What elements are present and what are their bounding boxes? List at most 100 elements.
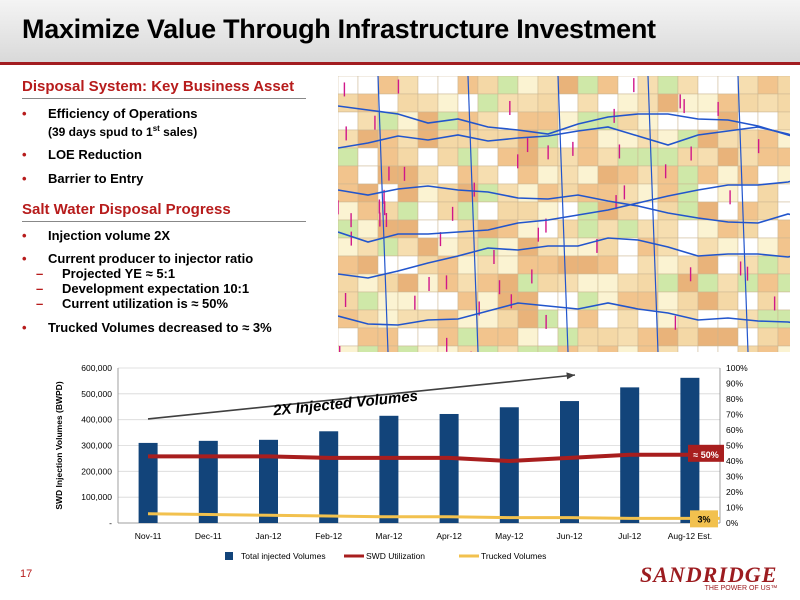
dash-icon: – (36, 266, 44, 281)
sub-bullet-item: – Projected YE ≈ 5:1 (22, 266, 322, 281)
map-section (637, 219, 659, 239)
map-section (737, 201, 759, 221)
map-section (617, 327, 639, 347)
map-section (477, 76, 499, 95)
map-section (357, 219, 379, 239)
map-section (537, 219, 559, 239)
map-section (697, 273, 719, 293)
map-section (417, 165, 439, 185)
disposal-bullet-list: • Efficiency of Operations (39 days spud… (22, 106, 322, 186)
map-section (417, 345, 439, 352)
map-section (697, 147, 719, 167)
map-section (657, 183, 679, 203)
map-image (338, 76, 790, 352)
map-section (397, 219, 419, 239)
bullet-item: • LOE Reduction (22, 147, 322, 162)
map-section (338, 291, 359, 311)
bullet-text: Injection volume 2X (48, 228, 171, 243)
legend-label: Trucked Volumes (481, 551, 546, 561)
map-section (577, 327, 599, 347)
map-section (617, 165, 639, 185)
y2-tick-label: 20% (726, 487, 743, 497)
map-section (717, 93, 739, 113)
map-section (577, 165, 599, 185)
map-section (338, 255, 359, 275)
map-section (338, 111, 359, 131)
bar (439, 413, 459, 523)
map-section (757, 255, 779, 275)
x-tick-label: Aug-12 Est. (668, 531, 712, 541)
map-section (477, 255, 499, 275)
map-section (497, 309, 519, 329)
map-section (357, 201, 379, 221)
section-divider (22, 221, 306, 222)
map-section (338, 327, 359, 347)
map-section (417, 93, 439, 113)
map-section (617, 255, 639, 275)
map-section (537, 327, 559, 347)
map-section (457, 345, 479, 352)
map-section (497, 219, 519, 239)
map-section (597, 219, 619, 239)
map-section (697, 255, 719, 275)
map-section (757, 345, 779, 352)
map-section (657, 76, 679, 95)
map-section (597, 147, 619, 167)
map-section (677, 291, 699, 311)
map-section (777, 309, 790, 329)
map-section (557, 183, 579, 203)
map-section (777, 255, 790, 275)
y-tick-label: 100,000 (81, 492, 112, 502)
map-section (757, 165, 779, 185)
dash-icon: – (36, 296, 44, 311)
map-section (757, 273, 779, 293)
x-tick-label: Nov-11 (135, 531, 162, 541)
map-section (557, 237, 579, 257)
map-section (597, 327, 619, 347)
bullet-text: Efficiency of Operations (48, 106, 198, 121)
map-section (617, 219, 639, 239)
map-section (497, 327, 519, 347)
bullet-text: Trucked Volumes decreased to ≈ 3% (48, 320, 272, 335)
map-section (697, 291, 719, 311)
map-section (777, 327, 790, 347)
sub-bullet-item: – Current utilization is ≈ 50% (22, 296, 322, 311)
map-section (397, 147, 419, 167)
map-section (377, 111, 399, 131)
map-section (637, 147, 659, 167)
y2-tick-label: 0% (726, 518, 739, 528)
map-section (437, 201, 459, 221)
map-section (637, 345, 659, 352)
map-section (537, 201, 559, 221)
map-section (717, 273, 739, 293)
map-section (477, 237, 499, 257)
map-section (737, 291, 759, 311)
y-axis-label: SWD Injection Volumes (BWPD) (54, 381, 64, 509)
y-tick-label: 400,000 (81, 415, 112, 425)
map-section (777, 183, 790, 203)
map-section (417, 291, 439, 311)
pipeline-line (557, 76, 569, 352)
map-section (777, 237, 790, 257)
map-section (737, 93, 759, 113)
map-section (397, 201, 419, 221)
map-section (377, 201, 399, 221)
map-section (338, 147, 359, 167)
map-section (737, 76, 759, 95)
map-section (737, 183, 759, 203)
y-tick-label: 300,000 (81, 441, 112, 451)
map-section (597, 273, 619, 293)
bullet-subtext: (39 days spud to 1st sales) (48, 124, 198, 139)
map-section (757, 237, 779, 257)
map-section (497, 165, 519, 185)
map-section (757, 129, 779, 149)
map-section (517, 201, 539, 221)
map-section (557, 309, 579, 329)
map-section (677, 327, 699, 347)
sub-bullet-text: Current utilization is ≈ 50% (62, 296, 229, 311)
sub-bullet-text: Development expectation 10:1 (62, 281, 250, 296)
legend-swatch (225, 552, 233, 560)
map-section (697, 237, 719, 257)
map-section (338, 201, 359, 221)
map-section (677, 345, 699, 352)
